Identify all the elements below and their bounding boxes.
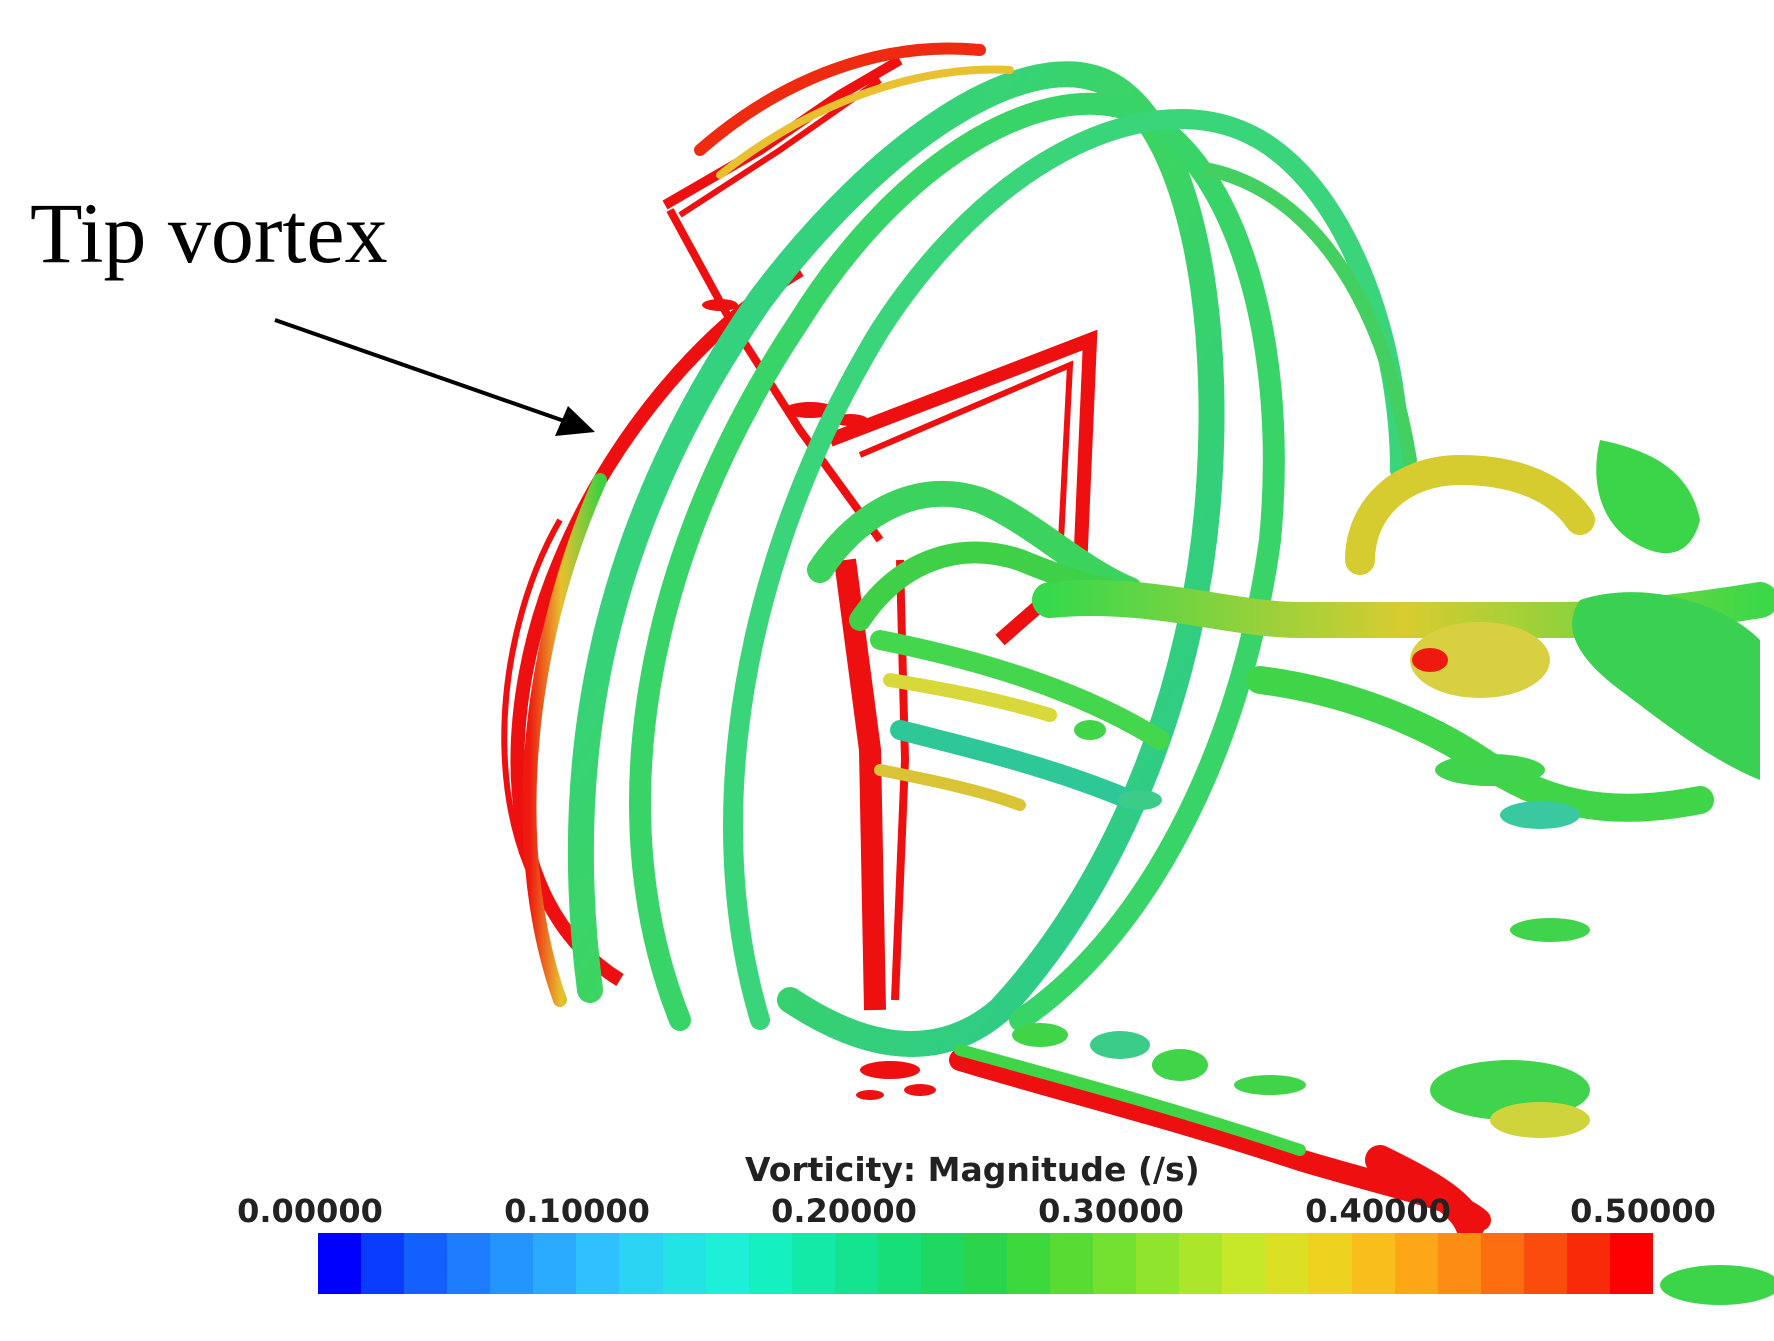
- wake-blob-mid-5: [1118, 790, 1162, 810]
- colorbar-cell: [361, 1233, 405, 1294]
- colorbar-cell: [1007, 1233, 1051, 1294]
- colorbar-cell: [447, 1233, 491, 1294]
- wake-blob-mid-1: [1012, 1023, 1068, 1047]
- wake-hook-upper: [1345, 454, 1595, 575]
- wake-blob-center: [1410, 622, 1550, 698]
- wake-blob-mid-6: [1074, 720, 1106, 740]
- wake-wing-upper: [1596, 440, 1700, 554]
- colorbar-cell: [1480, 1233, 1524, 1294]
- colorbar-cell: [877, 1233, 921, 1294]
- colorbar-cell: [748, 1233, 792, 1294]
- colorbar-cell: [619, 1233, 663, 1294]
- colorbar-cell: [1566, 1233, 1610, 1294]
- colorbar-cell: [1609, 1233, 1653, 1294]
- colorbar-cell: [705, 1233, 749, 1294]
- colorbar-cell: [1222, 1233, 1266, 1294]
- tip-vortex-ring-4: [1203, 163, 1417, 467]
- legend-tick: 0.20000: [771, 1192, 917, 1230]
- colorbar-cell: [662, 1233, 706, 1294]
- colorbar: [318, 1233, 1653, 1294]
- wake-blob-right: [1572, 592, 1760, 780]
- tip-vortex-ring-top-hot: [694, 42, 986, 156]
- wake-blob-lower-2: [1500, 801, 1580, 829]
- lower-strip-end: [1365, 1145, 1485, 1240]
- tip-vortex-ring-top-hot-2: [716, 65, 1014, 179]
- legend-tick: 0.10000: [504, 1192, 650, 1230]
- legend-tick: 0.40000: [1305, 1192, 1451, 1230]
- legend-tick: 0.30000: [1038, 1192, 1184, 1230]
- wake-blob-lower-1: [1435, 754, 1545, 786]
- legend-tick: 0.50000: [1570, 1192, 1716, 1230]
- arrowhead-icon: [555, 406, 595, 436]
- colorbar-cell: [1308, 1233, 1352, 1294]
- colorbar-cell: [963, 1233, 1007, 1294]
- tip-vortex-arrow: [274, 318, 595, 436]
- colorbar-cell: [834, 1233, 878, 1294]
- wake-blob-red: [1412, 648, 1448, 672]
- colorbar-cell: [920, 1233, 964, 1294]
- tip-vortex-ring-3: [723, 109, 1410, 1030]
- hub-tube-6: [874, 764, 1026, 811]
- tip-vortex-ring-2: [629, 92, 1285, 1031]
- colorbar-cell: [490, 1233, 534, 1294]
- colorbar-cell: [404, 1233, 448, 1294]
- downstream-wake: [1012, 440, 1774, 1305]
- colorbar-cell: [1394, 1233, 1438, 1294]
- tip-vortex-label: Tip vortex: [30, 185, 388, 281]
- colorbar-cell: [791, 1233, 835, 1294]
- wake-blob-corner: [1660, 1265, 1774, 1305]
- legend-tick: 0.00000: [237, 1192, 383, 1230]
- lower-strip-green: [954, 1044, 1306, 1156]
- colorbar-cell: [1179, 1233, 1223, 1294]
- colorbar-cell: [576, 1233, 620, 1294]
- hub-tube-1: [807, 480, 1143, 603]
- hub-tube-5: [883, 673, 1057, 722]
- colorbar-cell: [533, 1233, 577, 1294]
- tip-vortex-ring-outer-hot: [522, 473, 607, 1007]
- colorbar-cell: [1437, 1233, 1481, 1294]
- colorbar-cell: [318, 1233, 362, 1294]
- legend-title: Vorticity: Magnitude (/s): [745, 1150, 1200, 1189]
- tip-vortex-rings: [522, 42, 1417, 1057]
- colorbar-cell: [1136, 1233, 1180, 1294]
- blade-right-triangle-inner: [858, 360, 1074, 561]
- outer-ring-red-2: [501, 518, 597, 963]
- blade-vertical-shear-2: [891, 559, 910, 1001]
- wake-blob-mid-2: [1090, 1031, 1150, 1059]
- colorbar-cell: [1265, 1233, 1309, 1294]
- wake-blob-lower-5: [1490, 1102, 1590, 1138]
- hub-tube-3: [870, 630, 1170, 750]
- colorbar-cell: [1523, 1233, 1567, 1294]
- colorbar-cell: [1093, 1233, 1137, 1294]
- wake-blob-mid-3: [1152, 1049, 1208, 1081]
- wake-blob-mid-4: [1234, 1075, 1306, 1095]
- hub-tube-4: [890, 720, 1140, 810]
- lower-shear-strip: [949, 1044, 1491, 1240]
- wake-blob-lower-3: [1510, 918, 1590, 942]
- colorbar-cell: [1351, 1233, 1395, 1294]
- colorbar-cell: [1050, 1233, 1094, 1294]
